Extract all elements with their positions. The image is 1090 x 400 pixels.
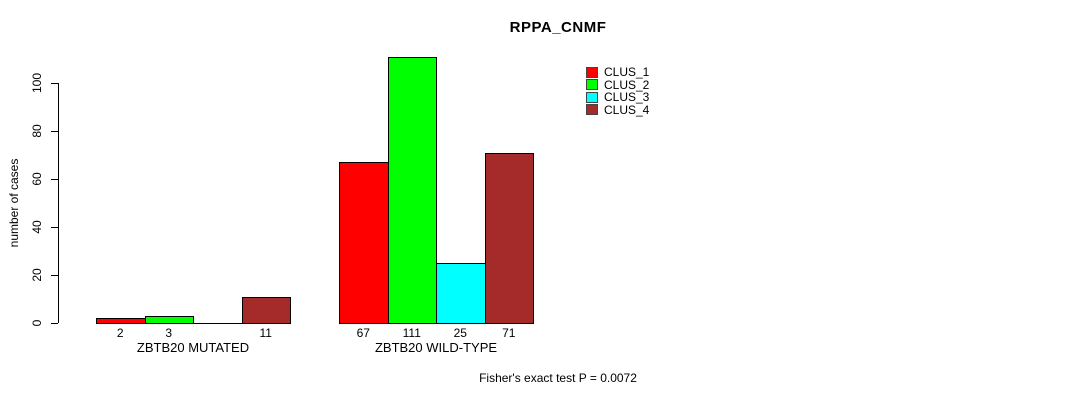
bar-value-label: 25 [453,326,467,340]
bar-clus_2-group2 [387,56,437,324]
legend-item-clus_2: CLUS_2 [586,77,650,92]
group-label-wild-type: ZBTB20 WILD-TYPE [374,340,498,355]
y-tick-label: 60 [30,172,44,186]
legend-item-clus_1: CLUS_1 [586,65,650,80]
group-baseline [339,323,534,324]
bar-value-label: 111 [402,326,421,340]
legend-swatch [586,79,598,91]
bar-value-label: 11 [259,326,272,340]
y-tick [51,83,58,84]
bar-value-label: 67 [356,326,370,340]
y-axis-line [58,83,59,323]
y-tick-label: 0 [30,319,44,327]
legend-label: CLUS_3 [604,90,650,105]
y-tick [51,275,58,276]
y-tick [51,131,58,132]
legend-label: CLUS_1 [604,65,650,80]
y-tick-label: 80 [30,124,44,138]
y-tick [51,323,58,324]
legend-swatch [586,66,598,78]
stat-annotation: Fisher's exact test P = 0.0072 [479,371,637,385]
legend: CLUS_1 CLUS_2 CLUS_3 CLUS_4 [586,65,650,117]
bar-value-label: 2 [116,326,124,340]
y-tick [51,179,58,180]
bar-value-label: 3 [165,326,173,340]
y-tick-label: 40 [30,220,44,234]
legend-label: CLUS_4 [604,102,650,117]
y-tick-label: 20 [30,268,44,282]
group-baseline [96,323,291,324]
group-label-mutated: ZBTB20 MUTATED [136,340,250,355]
legend-label: CLUS_2 [604,77,650,92]
legend-item-clus_3: CLUS_3 [586,90,650,105]
y-axis-label: number of cases [7,158,21,248]
y-tick [51,227,58,228]
y-tick-label: 100 [30,72,44,94]
bar-clus_3-group2 [436,263,486,324]
legend-swatch [586,91,598,103]
legend-swatch [586,104,598,116]
chart-title: RPPA_CNMF [509,19,607,36]
bar-clus_4-group2 [484,152,534,324]
bar-clus_4-group1 [241,296,291,324]
bar-clus_1-group2 [339,162,389,324]
legend-item-clus_4: CLUS_4 [586,102,650,117]
bar-value-label: 71 [502,326,516,340]
